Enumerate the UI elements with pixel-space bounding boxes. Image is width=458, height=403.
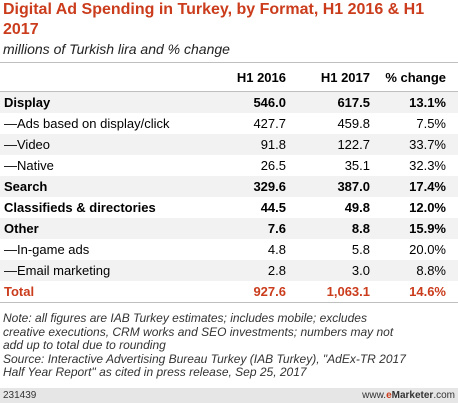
brand-marketer: Marketer: [391, 390, 434, 401]
table-row: Total 927.6 1,063.1 14.6%: [0, 281, 458, 302]
cell-h1-2017: 35.1: [344, 158, 370, 173]
cell-pct-change: 17.4%: [409, 179, 446, 194]
row-label: —Video: [4, 137, 51, 152]
header-h1-2016: H1 2016: [236, 69, 286, 85]
cell-h1-2017: 5.8: [351, 242, 370, 257]
cell-h1-2016: 2.8: [267, 263, 286, 278]
chart-subtitle: millions of Turkish lira and % change: [3, 41, 230, 57]
row-label: Total: [4, 284, 35, 299]
note-line: add up to total due to rounding: [3, 338, 166, 352]
table-header-row: H1 2016 H1 2017 % change: [0, 63, 458, 91]
cell-h1-2017: 3.0: [351, 263, 370, 278]
cell-pct-change: 14.6%: [409, 284, 446, 299]
header-h1-2017: H1 2017: [320, 69, 370, 85]
row-label: Classifieds & directories: [4, 200, 156, 215]
cell-h1-2016: 546.0: [253, 95, 286, 110]
table-body: Display 546.0 617.5 13.1% —Ads based on disp…: [0, 92, 458, 302]
cell-pct-change: 33.7%: [409, 137, 446, 152]
table-row: —Video 91.8 122.7 33.7%: [0, 134, 458, 155]
cell-h1-2016: 927.6: [253, 284, 286, 299]
cell-pct-change: 8.8%: [416, 263, 446, 278]
cell-h1-2017: 459.8: [337, 116, 370, 131]
cell-h1-2017: 1,063.1: [326, 284, 370, 299]
cell-h1-2017: 617.5: [337, 95, 370, 110]
cell-h1-2016: 91.8: [260, 137, 286, 152]
row-label: —Ads based on display/click: [4, 116, 170, 131]
cell-h1-2017: 387.0: [337, 179, 370, 194]
header-rule: [0, 91, 458, 92]
bottom-rule: [0, 302, 458, 303]
cell-pct-change: 20.0%: [409, 242, 446, 257]
cell-pct-change: 32.3%: [409, 158, 446, 173]
source-line: Half Year Report" as cited in press rele…: [3, 365, 307, 379]
cell-h1-2016: 329.6: [253, 179, 286, 194]
table-row: Classifieds & directories 44.5 49.8 12.0%: [0, 197, 458, 218]
table-row: —Native 26.5 35.1 32.3%: [0, 155, 458, 176]
cell-h1-2017: 8.8: [351, 221, 370, 236]
table-row: Search 329.6 387.0 17.4%: [0, 176, 458, 197]
brand-e: e: [386, 390, 392, 401]
cell-h1-2017: 49.8: [344, 200, 370, 215]
footer-bar: 231439 www.eMarketer.com: [0, 388, 458, 403]
note-line: Note: all figures are IAB Turkey estimat…: [3, 311, 367, 325]
table-row: Other 7.6 8.8 15.9%: [0, 218, 458, 239]
note-line: creative executions, CRM works and SEO i…: [3, 324, 394, 339]
data-table: H1 2016 H1 2017 % change Display 546.0 617…: [0, 62, 458, 303]
chart-id: 231439: [3, 390, 37, 401]
table-row: —Email marketing 2.8 3.0 8.8%: [0, 260, 458, 281]
row-label: —In-game ads: [4, 242, 90, 257]
header-pct-change: % change: [385, 69, 446, 85]
cell-pct-change: 13.1%: [409, 95, 446, 110]
cell-h1-2017: 122.7: [337, 137, 370, 152]
brand-com: .com: [433, 390, 455, 401]
cell-h1-2016: 4.8: [267, 242, 286, 257]
cell-h1-2016: 427.7: [253, 116, 286, 131]
table-row: —In-game ads 4.8 5.8 20.0%: [0, 239, 458, 260]
top-rule: [0, 62, 458, 63]
table-row: —Ads based on display/click 427.7 459.8 7.5…: [0, 113, 458, 134]
brand-www: www.: [362, 390, 387, 401]
cell-pct-change: 7.5%: [416, 116, 446, 131]
cell-h1-2016: 26.5: [260, 158, 286, 173]
row-label: Display: [4, 95, 51, 110]
row-label: —Email marketing: [4, 263, 111, 278]
chart-title: Digital Ad Spending in Turkey, by Format…: [3, 1, 425, 38]
row-label: Search: [4, 179, 48, 194]
table-row: Display 546.0 617.5 13.1%: [0, 92, 458, 113]
cell-pct-change: 15.9%: [409, 221, 446, 236]
source-line: Source: Interactive Advertising Bureau T…: [3, 351, 406, 366]
row-label: —Native: [4, 158, 54, 173]
brand-link[interactable]: www.eMarketer.com: [362, 390, 458, 401]
cell-pct-change: 12.0%: [409, 200, 446, 215]
row-label: Other: [4, 221, 39, 236]
cell-h1-2016: 7.6: [267, 221, 286, 236]
notes-block: Note: all figures are IAB Turkey estimat…: [3, 311, 453, 380]
cell-h1-2016: 44.5: [260, 200, 286, 215]
